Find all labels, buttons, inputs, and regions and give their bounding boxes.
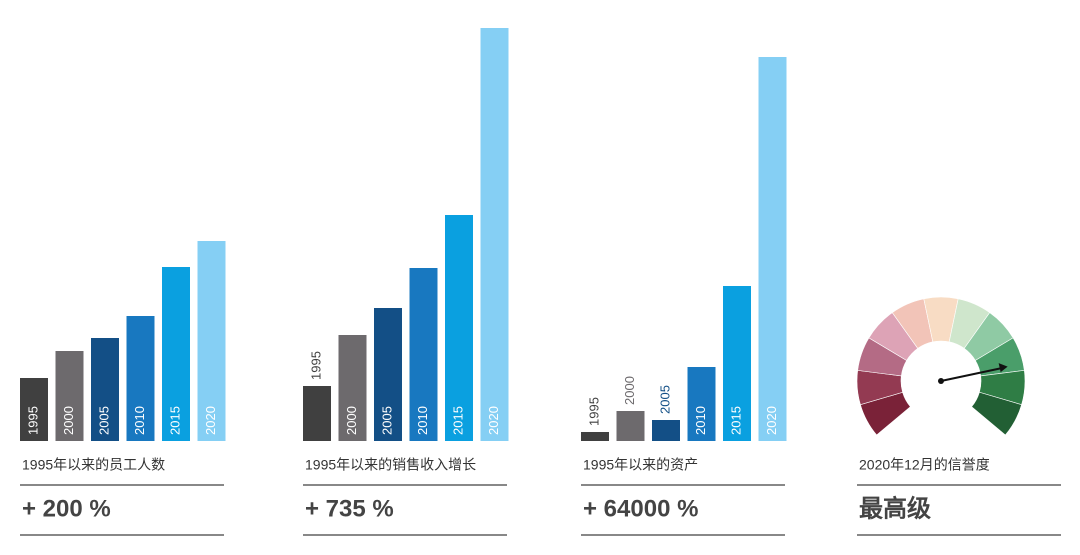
year-label: 2000: [344, 406, 359, 435]
bar: [338, 335, 367, 441]
bar: [91, 338, 119, 441]
year-label: 1995: [308, 351, 323, 380]
headline: + 735 %: [305, 495, 394, 522]
gauge-needle: [940, 367, 1002, 382]
year-label: 2000: [622, 376, 637, 405]
caption: 1995年以来的销售收入增长: [305, 457, 476, 473]
year-label: 2020: [486, 406, 501, 435]
bar: [480, 28, 509, 441]
year-label: 2015: [728, 406, 743, 435]
year-label: 2005: [379, 406, 394, 435]
caption: 2020年12月的信誉度: [859, 457, 990, 473]
bar: [20, 378, 48, 441]
bar: [126, 316, 155, 441]
bar: [758, 57, 787, 441]
year-label: 1995: [25, 406, 40, 435]
bar: [409, 268, 438, 441]
bar: [723, 286, 751, 441]
bar: [652, 420, 680, 441]
bar: [303, 386, 331, 441]
gauge-segment: [971, 391, 1022, 436]
bar: [445, 215, 473, 441]
year-label: 2020: [203, 406, 218, 435]
caption: 1995年以来的员工人数: [22, 457, 165, 473]
headline: + 64000 %: [583, 495, 698, 522]
bar: [687, 367, 716, 441]
year-label: 2015: [167, 406, 182, 435]
year-label: 2005: [96, 406, 111, 435]
bar: [197, 241, 226, 441]
caption: 1995年以来的资产: [583, 457, 698, 473]
bar: [162, 267, 190, 441]
year-label: 2010: [415, 406, 430, 435]
needle-tip: [998, 363, 1008, 373]
year-label: 2000: [61, 406, 76, 435]
headline: + 200 %: [22, 495, 111, 522]
year-label: 2015: [450, 406, 465, 435]
year-label: 2010: [132, 406, 147, 435]
headline: 最高级: [859, 494, 931, 522]
year-label: 2005: [657, 385, 672, 414]
bar: [374, 308, 402, 441]
year-label: 1995: [586, 397, 601, 426]
bar: [581, 432, 609, 441]
year-label: 2010: [693, 406, 708, 435]
year-label: 2020: [764, 406, 779, 435]
bar: [616, 411, 645, 441]
needle-hub: [938, 378, 944, 384]
bar: [55, 351, 84, 441]
